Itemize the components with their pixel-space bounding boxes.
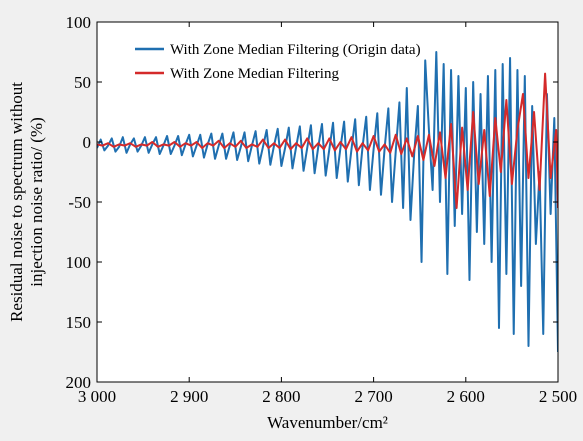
x-tick-label: 2 700	[354, 387, 392, 406]
x-tick-label: 2 800	[262, 387, 300, 406]
plot-area	[97, 22, 558, 382]
x-tick-label: 2 900	[170, 387, 208, 406]
legend: With Zone Median Filtering (Origin data)…	[135, 42, 421, 82]
y-axis-title-line-1: Residual noise to spectrum without	[7, 82, 26, 322]
legend-label: With Zone Median Filtering (Origin data)	[170, 42, 421, 58]
y-tick-label: 150	[66, 313, 92, 332]
y-axis-title-line-2: injection noise ratio/ (%)	[27, 117, 46, 286]
y-tick-label: 100	[66, 253, 92, 272]
series-line-1	[97, 51, 558, 353]
y-tick-label: 200	[66, 373, 92, 392]
y-tick-label: -50	[68, 193, 91, 212]
series-layer	[97, 51, 558, 353]
x-axis-title: Wavenumber/cm²	[267, 413, 388, 432]
series-line-2	[97, 72, 558, 209]
legend-label: With Zone Median Filtering	[170, 66, 339, 82]
x-tick-label: 2 600	[447, 387, 485, 406]
y-tick-label: 0	[83, 133, 92, 152]
ticks-layer: 3 000 2 900 2 800 2 700 2 600 2 500 100 50 0 -50 1…	[66, 13, 578, 406]
y-tick-label: 100	[66, 13, 92, 32]
x-tick-label: 3 000	[78, 387, 116, 406]
x-tick-label: 2 500	[539, 387, 577, 406]
y-tick-label: 50	[74, 73, 91, 92]
